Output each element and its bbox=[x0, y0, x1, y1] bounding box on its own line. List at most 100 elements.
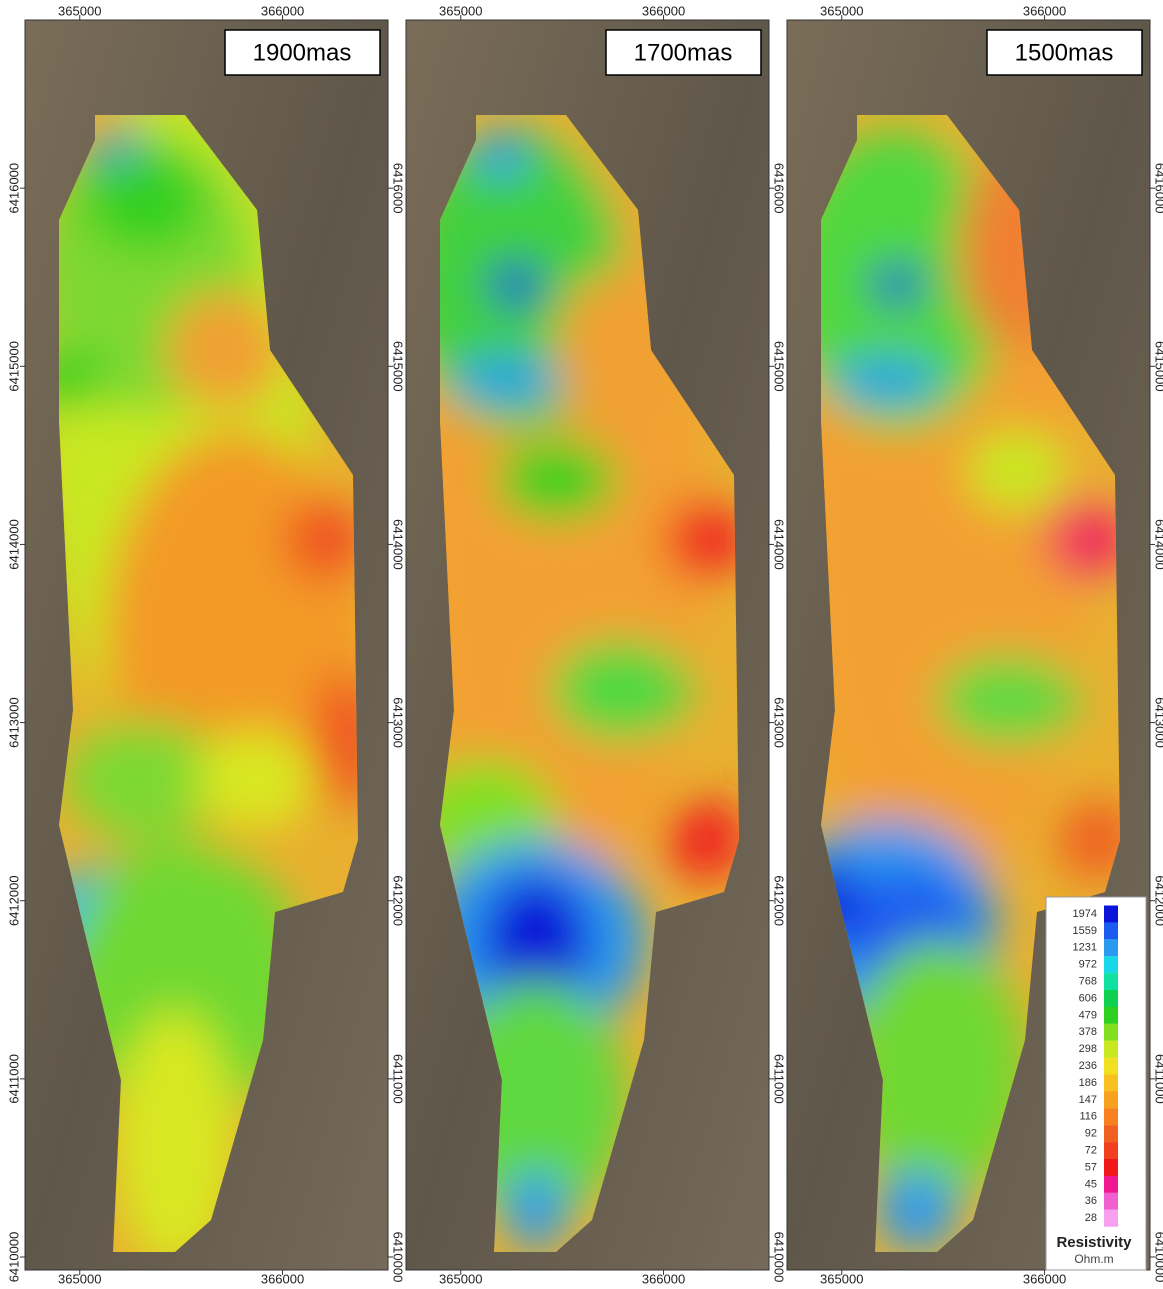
figure: 1900mas 365000 365000 366000 366000 6410000 64… bbox=[0, 0, 1163, 1289]
legend-value: 116 bbox=[1079, 1111, 1097, 1123]
y-tick-label: 6410000 bbox=[6, 1232, 21, 1283]
legend-swatch bbox=[1104, 906, 1118, 923]
y-tick-label: 6415000 bbox=[1153, 341, 1163, 392]
y-tick-label: 6414000 bbox=[1153, 519, 1163, 570]
y-tick-label: 6415000 bbox=[772, 341, 787, 392]
map-zone bbox=[451, 358, 561, 402]
legend-swatch bbox=[1104, 1125, 1118, 1142]
map-zone bbox=[937, 655, 1077, 745]
legend-value: 1231 bbox=[1073, 942, 1097, 954]
y-tick-label: 6410000 bbox=[391, 1232, 406, 1283]
legend-swatch bbox=[1104, 1176, 1118, 1193]
legend-unit: Ohm.m bbox=[1074, 1252, 1113, 1266]
y-tick-label: 6412000 bbox=[6, 875, 21, 926]
legend-value: 606 bbox=[1079, 992, 1097, 1004]
panel-label: 1900mas bbox=[253, 39, 352, 66]
map-zone bbox=[872, 265, 922, 305]
legend-swatch bbox=[1104, 1193, 1118, 1210]
legend-swatch bbox=[1104, 1041, 1118, 1058]
map-zone bbox=[496, 440, 616, 520]
y-tick-label: 6416000 bbox=[772, 163, 787, 214]
x-tick-label: 366000 bbox=[261, 3, 304, 18]
y-tick-label: 6412000 bbox=[391, 875, 406, 926]
legend-swatch bbox=[1104, 973, 1118, 990]
map-zone bbox=[195, 730, 315, 830]
x-tick-label: 366000 bbox=[1023, 3, 1066, 18]
legend-value: 479 bbox=[1079, 1009, 1097, 1021]
map-zone bbox=[490, 263, 542, 307]
x-tick-label: 365000 bbox=[439, 1271, 482, 1286]
panel-label: 1500mas bbox=[1015, 39, 1114, 66]
y-tick-label: 6415000 bbox=[6, 341, 21, 392]
legend-title: Resistivity bbox=[1056, 1234, 1132, 1251]
legend-value: 57 bbox=[1085, 1161, 1097, 1173]
legend-swatch bbox=[1104, 1108, 1118, 1125]
x-tick-label: 366000 bbox=[642, 1271, 685, 1286]
y-tick-label: 6413000 bbox=[6, 697, 21, 748]
legend-swatch bbox=[1104, 939, 1118, 956]
legend-value: 298 bbox=[1079, 1043, 1097, 1055]
y-tick-label: 6410000 bbox=[772, 1232, 787, 1283]
legend-swatch bbox=[1104, 1142, 1118, 1159]
legend: 1974 1559 1231 972 768 606 479 378 298 236 186 147 1… bbox=[1046, 897, 1146, 1270]
y-tick-label: 6416000 bbox=[6, 163, 21, 214]
legend-swatch bbox=[1104, 1159, 1118, 1176]
legend-value: 972 bbox=[1079, 959, 1097, 971]
legend-value: 378 bbox=[1079, 1026, 1097, 1038]
legend-value: 768 bbox=[1079, 976, 1097, 988]
y-tick-label: 6411000 bbox=[391, 1054, 406, 1104]
legend-swatch bbox=[1104, 1024, 1118, 1041]
map-zone bbox=[967, 430, 1067, 510]
legend-value: 45 bbox=[1085, 1178, 1097, 1190]
y-tick-label: 6411000 bbox=[772, 1054, 787, 1104]
map-zone bbox=[832, 358, 942, 402]
x-tick-label: 365000 bbox=[820, 1271, 863, 1286]
map-zone bbox=[551, 640, 691, 740]
legend-swatch bbox=[1104, 1007, 1118, 1024]
map-zone bbox=[877, 1170, 957, 1250]
y-tick-label: 6414000 bbox=[391, 519, 406, 570]
x-tick-label: 365000 bbox=[58, 3, 101, 18]
y-tick-label: 6414000 bbox=[772, 519, 787, 570]
legend-value: 28 bbox=[1085, 1212, 1097, 1224]
legend-value: 1559 bbox=[1073, 925, 1097, 937]
y-tick-label: 6412000 bbox=[1153, 875, 1163, 926]
y-tick-label: 6416000 bbox=[1153, 163, 1163, 214]
y-tick-label: 6411000 bbox=[6, 1054, 21, 1104]
legend-swatch bbox=[1104, 1210, 1118, 1227]
legend-value: 36 bbox=[1085, 1195, 1097, 1207]
legend-value: 236 bbox=[1079, 1060, 1097, 1072]
legend-swatch bbox=[1104, 922, 1118, 939]
y-tick-label: 6413000 bbox=[772, 697, 787, 748]
legend-value: 147 bbox=[1079, 1094, 1097, 1106]
y-tick-label: 6411000 bbox=[1153, 1054, 1163, 1104]
legend-value: 92 bbox=[1085, 1128, 1097, 1140]
x-tick-label: 365000 bbox=[439, 3, 482, 18]
panel-label: 1700mas bbox=[634, 39, 733, 66]
legend-swatch bbox=[1104, 956, 1118, 973]
x-tick-label: 366000 bbox=[1023, 1271, 1066, 1286]
legend-value: 72 bbox=[1085, 1145, 1097, 1157]
x-tick-label: 365000 bbox=[820, 3, 863, 18]
y-tick-label: 6410000 bbox=[1153, 1232, 1163, 1283]
legend-value: 1974 bbox=[1073, 908, 1097, 920]
map-zone bbox=[85, 150, 205, 250]
x-tick-label: 366000 bbox=[642, 3, 685, 18]
legend-value: 186 bbox=[1079, 1077, 1097, 1089]
map-zone bbox=[285, 500, 365, 580]
y-tick-label: 6415000 bbox=[391, 341, 406, 392]
map-zone bbox=[666, 500, 746, 580]
y-tick-label: 6413000 bbox=[1153, 697, 1163, 748]
y-tick-label: 6414000 bbox=[6, 519, 21, 570]
legend-swatch bbox=[1104, 1091, 1118, 1108]
map-panel: 1700mas 365000 365000 366000 366000 6410000 64… bbox=[406, 3, 787, 1286]
x-tick-label: 365000 bbox=[58, 1271, 101, 1286]
map-zone bbox=[506, 1170, 566, 1250]
legend-swatch bbox=[1104, 990, 1118, 1007]
legend-swatch bbox=[1104, 1058, 1118, 1075]
legend-swatch bbox=[1104, 1075, 1118, 1092]
y-tick-label: 6416000 bbox=[391, 163, 406, 214]
map-zone bbox=[1047, 500, 1127, 580]
y-tick-label: 6413000 bbox=[391, 697, 406, 748]
